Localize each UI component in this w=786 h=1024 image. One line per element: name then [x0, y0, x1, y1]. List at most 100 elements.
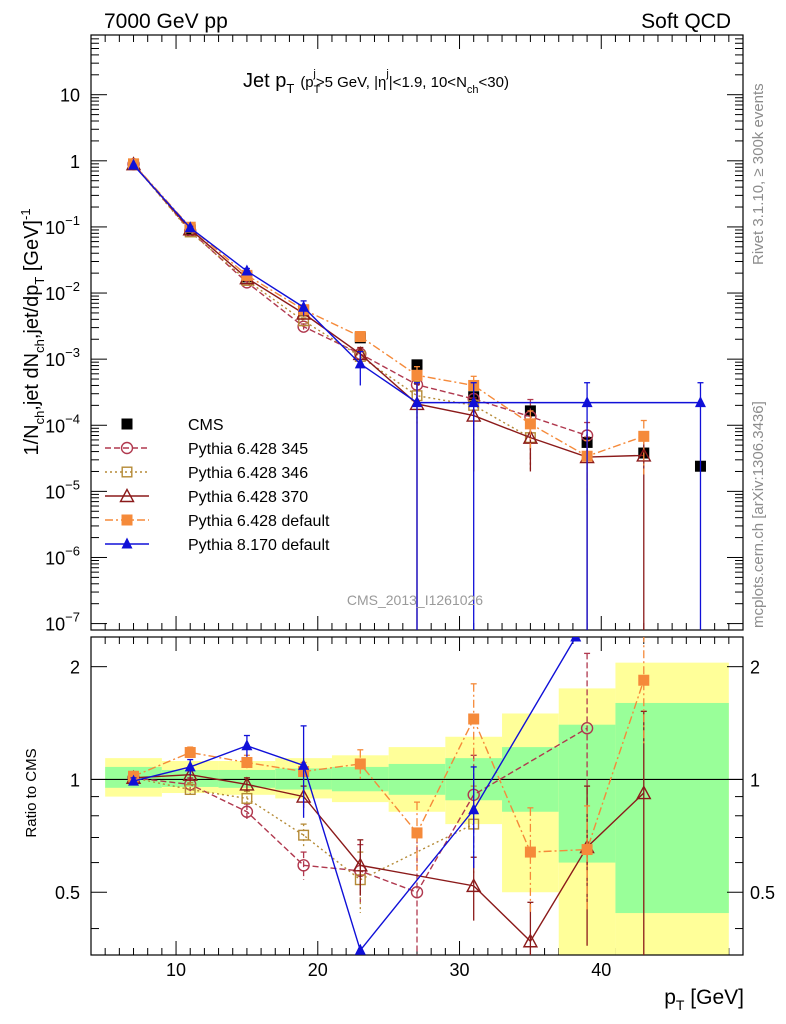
- side-label-bottom: mcplots.cern.ch [arXiv:1306.3436]: [750, 401, 767, 628]
- marker-circle-open: [410, 886, 424, 899]
- marker-square-open: [121, 466, 133, 478]
- marker-triangle: [694, 396, 706, 408]
- legend-label: Pythia 6.428 default: [188, 513, 330, 530]
- marker-square: [524, 418, 536, 430]
- marker-square: [638, 674, 650, 686]
- ylabel-sup: -1: [18, 208, 33, 220]
- marker-triangle-open: [636, 785, 652, 800]
- marker-square-open: [298, 829, 310, 841]
- marker-circle-open: [297, 859, 310, 872]
- marker-square-open: [241, 792, 253, 804]
- y-tick-label: 10−3: [45, 345, 80, 370]
- series-line: [133, 727, 588, 894]
- marker-square: [411, 359, 423, 371]
- x-axis-label: pT [GeV]: [664, 986, 744, 1013]
- marker-triangle-open: [636, 447, 652, 462]
- marker-triangle-open: [119, 488, 135, 503]
- y-tick-base: 1: [70, 152, 80, 172]
- legend-entry: CMS: [121, 417, 224, 434]
- y-tick-label: 10−2: [45, 279, 80, 304]
- ylabel-p1: 1/N: [21, 424, 43, 455]
- marker-square: [184, 747, 196, 759]
- series-line: [133, 163, 645, 458]
- marker-triangle-open: [182, 766, 198, 781]
- plot-title-cond-sup1: j: [312, 68, 315, 80]
- marker-square: [411, 827, 423, 839]
- ylabel-p2: ,jet dN: [21, 353, 43, 411]
- marker-square: [354, 331, 366, 343]
- legend-label: Pythia 6.428 346: [188, 465, 308, 482]
- plot-title-cond-mid2: |<1.9, 10<N: [389, 74, 467, 91]
- plot-title-cond-sup2: j: [385, 68, 388, 80]
- ratio-panel: 10 20 30 40 0.5 0.5 1 1 2 2: [55, 636, 775, 980]
- plot-title: Jet pT (pTj>5 GeV, |ηj|<1.9, 10<Nch<30): [243, 68, 509, 96]
- main-y-label: 1/Nch,jet dNch,jet/dpT [GeV]-1: [18, 208, 47, 455]
- ratio-y-label: Ratio to CMS: [23, 748, 40, 837]
- marker-circle-open: [580, 722, 594, 735]
- marker-square: [241, 756, 253, 768]
- ylabel-p4: [GeV]: [21, 220, 43, 277]
- marker-triangle-open: [352, 857, 368, 872]
- marker-triangle: [128, 774, 140, 786]
- y-tick-label: 10−7: [45, 610, 80, 635]
- y-tick-label: 10: [60, 86, 80, 106]
- marker-triangle: [241, 739, 253, 751]
- plot-title-main-sub: T: [286, 81, 294, 96]
- marker-triangle-open: [522, 933, 539, 948]
- y-tick-base: 10: [45, 284, 65, 304]
- marker-triangle: [128, 158, 140, 170]
- marker-square: [121, 418, 133, 430]
- legend-entry: Pythia 6.428 345: [105, 441, 308, 458]
- marker-triangle: [241, 264, 253, 276]
- y-tick-exp: −5: [65, 477, 80, 492]
- legend: CMS Pythia 6.428 345 Pythia 6.428 346 Pythi…: [105, 417, 330, 554]
- marker-square-open: [184, 784, 196, 796]
- xlabel-main: p: [664, 986, 676, 1009]
- y-tick-label: 10−6: [45, 543, 80, 568]
- y-tick-label: 10−4: [45, 411, 80, 436]
- y-tick-exp: −2: [65, 279, 80, 294]
- xlabel-unit: [GeV]: [684, 986, 744, 1009]
- y-tick-label: 10−1: [45, 213, 80, 238]
- marker-triangle: [354, 943, 366, 955]
- y-tick-base: 10: [45, 218, 65, 238]
- marker-triangle: [354, 357, 366, 369]
- y-tick-exp: −7: [65, 610, 80, 625]
- side-label-top: Rivet 3.1.10, ≥ 300k events: [750, 83, 767, 265]
- y-tick-base: 10: [45, 416, 65, 436]
- series-pythia-6-428-370: [125, 710, 652, 955]
- ratio-y-tick-label-right: 2: [750, 658, 760, 678]
- marker-square: [638, 430, 650, 442]
- x-tick-label: 30: [450, 960, 470, 980]
- plot-title-cond-sub2: ch: [467, 84, 479, 96]
- ylabel-p3: ,jet/dp: [21, 285, 43, 339]
- marker-circle-open: [297, 320, 310, 333]
- marker-square: [581, 844, 593, 856]
- y-tick-exp: −6: [65, 543, 80, 558]
- series-line: [133, 777, 475, 881]
- legend-entry: Pythia 6.428 default: [105, 513, 330, 530]
- x-tick-label: 10: [166, 960, 186, 980]
- series-line: [132, 163, 531, 439]
- marker-triangle: [184, 760, 196, 772]
- marker-triangle: [298, 758, 310, 770]
- x-tick-label: 40: [591, 960, 611, 980]
- y-tick-exp: −1: [65, 213, 80, 228]
- plot-title-cond-sub1: T: [314, 84, 321, 96]
- header-left: 7000 GeV pp: [104, 10, 228, 33]
- marker-triangle: [411, 396, 423, 408]
- y-tick-base: 10: [45, 350, 65, 370]
- marker-square: [354, 758, 366, 770]
- ylabel-s1: ch: [32, 411, 47, 425]
- ratio-y-tick-label: 1: [70, 770, 80, 790]
- xlabel-sub: T: [676, 997, 685, 1013]
- marker-triangle: [468, 803, 480, 815]
- legend-entry: Pythia 6.428 346: [105, 465, 308, 482]
- ratio-band-green: [615, 702, 729, 914]
- y-tick-exp: −4: [65, 411, 80, 426]
- plot-title-cond-open: (p: [300, 74, 313, 91]
- marker-triangle: [468, 396, 480, 408]
- series-line: [133, 680, 645, 853]
- y-tick-base: 10: [60, 86, 80, 106]
